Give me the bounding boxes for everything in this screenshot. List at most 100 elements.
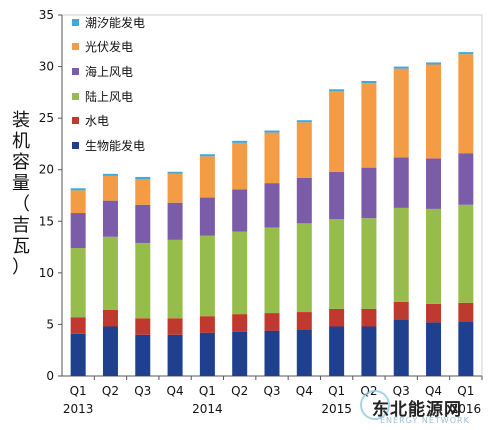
bar-segment-5 [458,54,474,154]
y-axis-label-char: 瓦 [12,236,30,257]
legend-swatch [72,43,79,51]
x-tick-label: Q3 [263,384,280,398]
legend-swatch [72,18,79,26]
bar-segment-4 [102,200,118,237]
bar-segment-2 [426,303,442,323]
bar-segment-2 [296,312,312,330]
bar-segment-2 [199,316,215,333]
bar-segment-2 [232,314,248,332]
bar-segment-6 [426,62,442,65]
bar-segment-5 [393,68,409,158]
legend-label: 生物能发电 [85,138,146,153]
bar-segment-6 [393,66,409,69]
bar-segment-5 [296,122,312,178]
bar-segment-3 [296,223,312,313]
bar-segment-6 [199,154,215,157]
bar-segment-5 [135,178,151,205]
bar-segment-3 [135,242,151,319]
bar-segment-4 [426,158,442,209]
bar-segment-5 [102,175,118,201]
legend: 潮汐能发电光伏发电海上风电陆上风电水电生物能发电 [72,10,145,158]
watermark-logo [360,390,390,420]
x-tick-label: Q1 [70,384,87,398]
bar-segment-1 [426,322,442,376]
x-tick-label: Q2 [102,384,119,398]
bar-segment-6 [264,130,280,133]
bar-segment-6 [167,171,183,174]
bar-segment-5 [329,91,345,172]
bar-segment-6 [361,81,377,84]
y-axis-label-char: 容 [12,152,30,173]
y-axis-label-char: 吉 [12,215,30,236]
y-axis-label-char: 量 [12,173,30,194]
bar-segment-1 [70,333,86,376]
bar-segment-4 [329,171,345,220]
bar-segment-6 [296,120,312,123]
y-tick-label: 0 [46,369,54,383]
y-axis-label: 装机容量（吉瓦） [10,110,32,278]
bar-segment-2 [135,318,151,335]
x-year-label: 2014 [192,402,223,416]
y-axis-label-char: 装 [12,110,30,131]
bar-segment-4 [135,204,151,243]
legend-label: 光伏发电 [85,40,134,55]
bar-segment-1 [199,332,215,376]
bar-segment-4 [70,213,86,249]
bar-segment-6 [232,140,248,143]
y-tick-label: 25 [39,111,54,125]
bar-segment-2 [167,318,183,335]
legend-label: 水电 [85,114,110,129]
y-axis-label-char: （ [12,194,30,215]
legend-label: 陆上风电 [85,89,134,104]
watermark-subtext: ENERGY NETWORK [380,416,470,425]
bar-segment-1 [458,321,474,376]
bar-segment-1 [232,331,248,376]
bar-segment-2 [393,301,409,320]
watermark-text: 东北能源网 [372,400,462,420]
bar-segment-4 [232,189,248,232]
bar-segment-5 [264,132,280,184]
bar-segment-2 [361,308,377,327]
x-tick-label: Q4 [296,384,313,398]
bar-segment-2 [329,308,345,327]
bar-segment-1 [361,326,377,376]
bar-segment-2 [458,302,474,322]
bar-segment-5 [199,156,215,198]
bar-segment-3 [199,235,215,317]
bar-segment-6 [70,188,86,191]
bar-segment-1 [393,319,409,376]
bar-segment-4 [264,183,280,228]
bar-segment-3 [393,207,409,302]
y-tick-label: 30 [39,60,54,74]
bar-segment-5 [361,83,377,168]
legend-item: 海上风电 [72,59,145,84]
bar-segment-2 [264,313,280,331]
bar-segment-1 [102,326,118,376]
bar-segment-3 [426,208,442,304]
bar-segment-3 [167,239,183,319]
legend-label: 海上风电 [85,64,134,79]
y-tick-label: 35 [39,8,54,22]
bar-segment-5 [167,173,183,203]
bar-segment-4 [458,153,474,205]
bar-segment-4 [296,177,312,224]
legend-swatch [72,117,79,125]
x-tick-label: Q1 [328,384,345,398]
bar-segment-3 [458,204,474,303]
bar-segment-3 [264,227,280,314]
x-tick-label: Q3 [393,384,410,398]
y-axis-label-char: ） [12,257,30,278]
bar-segment-1 [135,334,151,376]
legend-swatch [72,141,79,149]
legend-label: 潮汐能发电 [85,15,146,30]
bar-segment-1 [167,334,183,376]
bar-segment-6 [102,173,118,176]
y-tick-label: 20 [39,163,54,177]
bar-segment-6 [458,52,474,55]
y-tick-label: 5 [46,317,54,331]
bar-segment-3 [70,248,86,318]
bar-segment-1 [329,326,345,376]
bar-segment-1 [296,329,312,376]
legend-item: 水电 [72,108,145,133]
y-axis-label-char: 机 [12,131,30,152]
